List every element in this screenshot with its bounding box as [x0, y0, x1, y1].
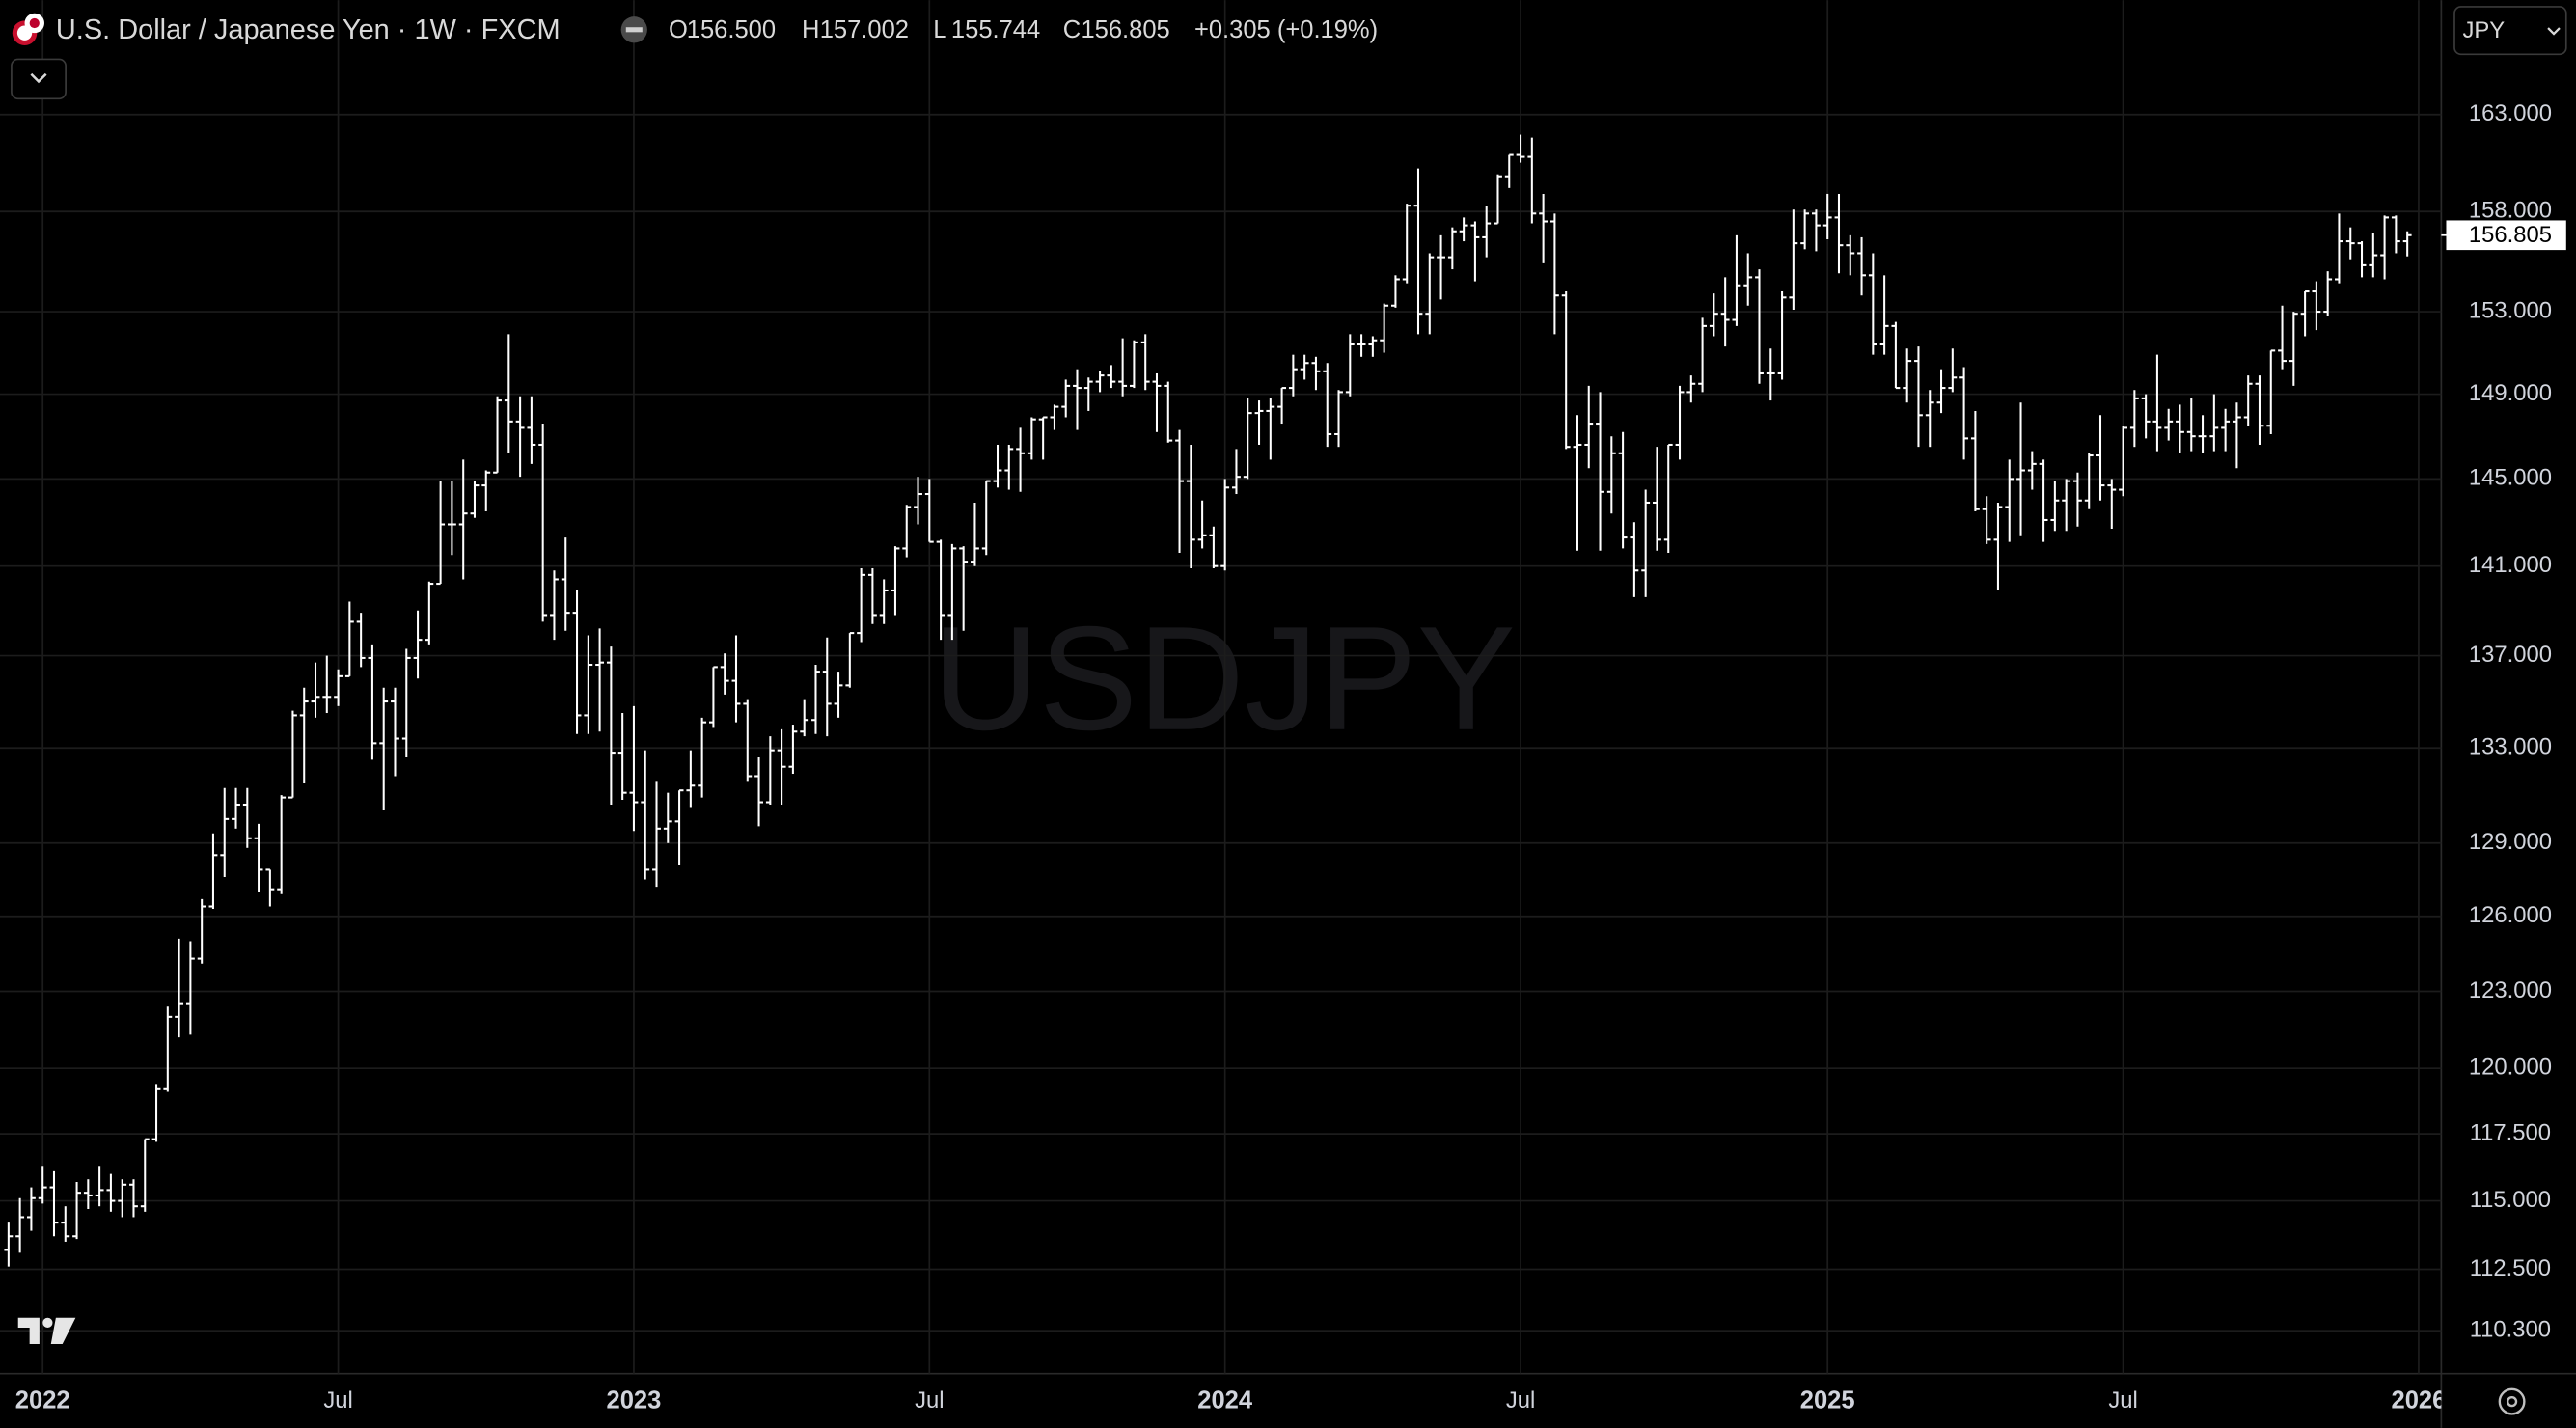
- status-dot[interactable]: [620, 16, 647, 43]
- last-price-label: 156.805: [2469, 222, 2552, 248]
- currency-label: JPY: [2463, 17, 2506, 43]
- y-tick-label: 110.300: [2470, 1317, 2551, 1343]
- x-tick-label: 2026: [2392, 1387, 2447, 1414]
- collapse-button[interactable]: [11, 58, 67, 100]
- readout-value: 155.744: [951, 16, 1040, 43]
- x-tick-label: Jul: [323, 1387, 352, 1414]
- readout-key: L: [933, 16, 946, 43]
- readout-key: H: [802, 16, 819, 43]
- y-tick-label: 153.000: [2469, 297, 2552, 323]
- axes: 163.000 158.000 153.000 149.000 145.000 141.0…: [15, 100, 2566, 1414]
- x-tick-label: 2024: [1197, 1387, 1253, 1414]
- y-tick-label: 120.000: [2469, 1055, 2552, 1081]
- y-tick-label: 141.000: [2469, 552, 2552, 578]
- x-tick-label: Jul: [915, 1387, 944, 1414]
- x-tick-label: 2025: [1800, 1387, 1855, 1414]
- y-tick-label: 123.000: [2469, 977, 2552, 1003]
- y-tick-label: 133.000: [2469, 734, 2552, 760]
- y-tick-label: 117.500: [2470, 1119, 2551, 1145]
- y-tick-label: 145.000: [2469, 465, 2552, 491]
- y-tick-label: 126.000: [2469, 902, 2552, 928]
- y-tick-label: 163.000: [2469, 100, 2552, 126]
- y-tick-label: 158.000: [2469, 198, 2552, 224]
- readout-key: O: [669, 16, 688, 43]
- y-tick-label: 149.000: [2469, 380, 2552, 406]
- currency-selector[interactable]: [2453, 6, 2567, 56]
- x-tick-label: Jul: [1506, 1387, 1535, 1414]
- y-tick-label: 129.000: [2469, 829, 2552, 855]
- readout-value: 157.002: [820, 16, 909, 43]
- x-tick-label: 2022: [15, 1387, 70, 1414]
- y-tick-label: 137.000: [2469, 642, 2552, 668]
- readout-value: 156.805: [1081, 16, 1169, 43]
- x-tick-label: Jul: [2108, 1387, 2137, 1414]
- change: +0.305 (+0.19%): [1194, 16, 1378, 43]
- last-price-tag: [2446, 220, 2566, 251]
- watermark: USDJPY: [932, 596, 1516, 761]
- readout-value: 156.500: [687, 16, 776, 43]
- x-tick-label: 2023: [607, 1387, 662, 1414]
- x-labels: 2022 Jul 2023 Jul 2024 Jul 2025 Jul 2026: [15, 1387, 2447, 1414]
- readout-key: C: [1063, 16, 1081, 43]
- y-tick-label: 115.000: [2470, 1187, 2551, 1213]
- settings-button[interactable]: [2498, 1387, 2526, 1415]
- symbol-icon: [12, 13, 44, 45]
- symbol-title: U.S. Dollar / Japanese Yen · 1W · FXCM: [56, 14, 561, 45]
- y-tick-label: 112.500: [2470, 1255, 2551, 1281]
- tradingview-logo: [17, 1317, 76, 1345]
- bars: [4, 134, 2412, 1267]
